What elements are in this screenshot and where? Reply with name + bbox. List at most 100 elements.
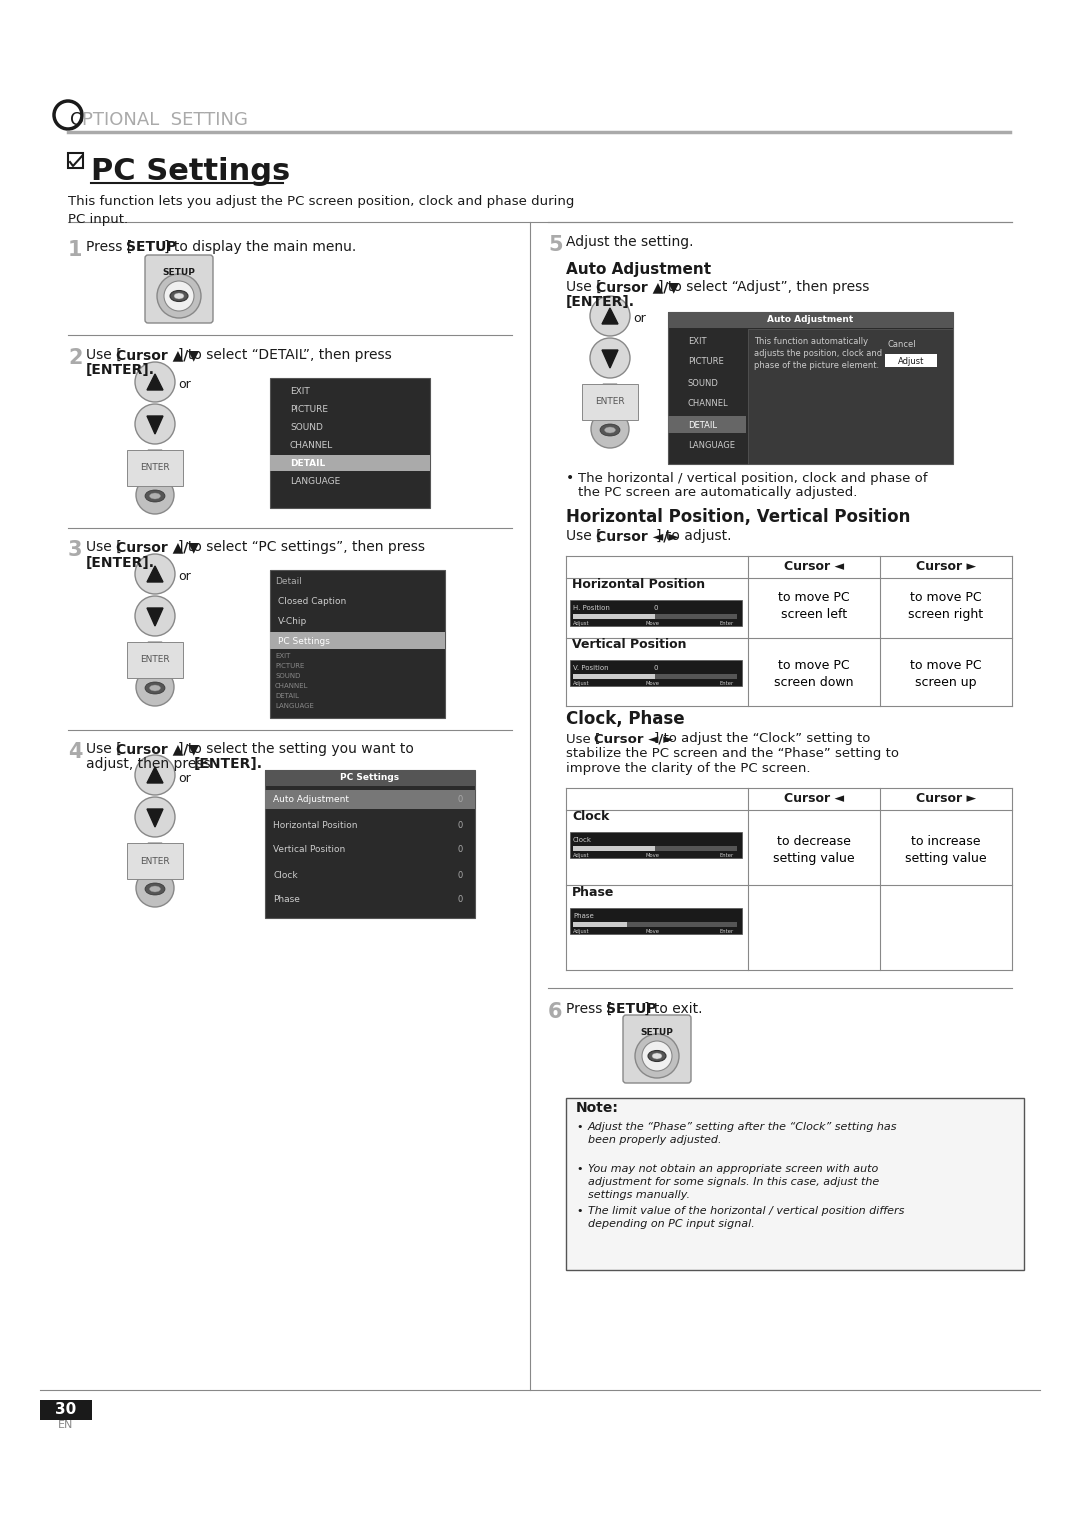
Text: Vertical Position: Vertical Position	[572, 639, 687, 651]
Text: 0: 0	[457, 821, 462, 830]
Text: to increase
setting value: to increase setting value	[905, 834, 987, 865]
Text: to move PC
screen left: to move PC screen left	[779, 591, 850, 620]
Text: Phase: Phase	[572, 886, 615, 898]
Bar	[265, 770, 475, 918]
Text: [ENTER].: [ENTER].	[86, 556, 156, 570]
Text: 0: 0	[457, 796, 462, 805]
Text: Auto Adjustment: Auto Adjustment	[768, 315, 853, 324]
Text: to move PC
screen down: to move PC screen down	[774, 659, 854, 689]
Text: Cursor ►: Cursor ►	[916, 793, 976, 805]
Text: The horizontal / vertical position, clock and phase of: The horizontal / vertical position, cloc…	[578, 472, 928, 484]
Bar	[570, 833, 742, 859]
Text: Horizontal Position: Horizontal Position	[273, 821, 357, 830]
Ellipse shape	[145, 490, 165, 503]
Ellipse shape	[149, 494, 161, 500]
Polygon shape	[147, 808, 163, 827]
Bar	[573, 674, 654, 678]
Ellipse shape	[174, 293, 184, 299]
Text: to move PC
screen up: to move PC screen up	[910, 659, 982, 689]
Circle shape	[135, 362, 175, 402]
Text: SOUND: SOUND	[291, 423, 323, 431]
Text: PC Settings: PC Settings	[340, 773, 400, 782]
Text: Cursor ◄/►: Cursor ◄/►	[594, 732, 674, 746]
Bar	[573, 614, 737, 619]
Ellipse shape	[605, 426, 616, 432]
Bar	[570, 908, 742, 934]
Text: ] to select “Adjust”, then press: ] to select “Adjust”, then press	[658, 280, 869, 293]
Ellipse shape	[170, 290, 188, 301]
Text: ] to select the setting you want to: ] to select the setting you want to	[178, 743, 414, 756]
Text: Horizontal Position: Horizontal Position	[572, 578, 705, 591]
Text: to move PC
screen right: to move PC screen right	[908, 591, 984, 620]
Bar	[669, 312, 953, 465]
Text: Clock, Phase: Clock, Phase	[566, 711, 685, 727]
Circle shape	[136, 668, 174, 706]
Text: ] to adjust.: ] to adjust.	[656, 529, 731, 542]
Text: The limit value of the horizontal / vertical position differs: The limit value of the horizontal / vert…	[588, 1206, 904, 1216]
Text: 1: 1	[68, 240, 82, 260]
Text: or: or	[178, 379, 191, 391]
Bar	[573, 921, 627, 927]
Bar	[270, 570, 445, 718]
Bar	[40, 1400, 92, 1420]
Text: H. Position: H. Position	[573, 605, 610, 611]
Text: EXIT: EXIT	[291, 387, 310, 396]
Text: This function automatically
adjusts the position, clock and
phase of the picture: This function automatically adjusts the …	[754, 338, 882, 370]
Ellipse shape	[145, 883, 165, 895]
Text: Auto Adjustment: Auto Adjustment	[566, 261, 711, 277]
Text: Adjust: Adjust	[573, 853, 590, 859]
Text: [ENTER].: [ENTER].	[86, 364, 156, 377]
Polygon shape	[148, 642, 162, 652]
Text: the PC screen are automatically adjusted.: the PC screen are automatically adjusted…	[578, 486, 858, 500]
Text: V-Chip: V-Chip	[278, 616, 307, 625]
Circle shape	[157, 274, 201, 318]
Text: 0: 0	[457, 895, 462, 905]
Text: This function lets you adjust the PC screen position, clock and phase during
PC : This function lets you adjust the PC scr…	[68, 196, 575, 226]
Bar	[566, 1099, 1024, 1270]
Polygon shape	[602, 309, 618, 324]
Text: adjustment for some signals. In this case, adjust the: adjustment for some signals. In this cas…	[588, 1177, 879, 1187]
Text: 3: 3	[68, 539, 82, 559]
Text: Adjust: Adjust	[573, 929, 590, 934]
Text: ENTER: ENTER	[595, 397, 625, 406]
Text: Press [: Press [	[566, 1002, 612, 1016]
Text: LANGUAGE: LANGUAGE	[688, 442, 735, 451]
Text: PC Settings: PC Settings	[278, 637, 329, 645]
Text: or: or	[178, 772, 191, 784]
Text: been properly adjusted.: been properly adjusted.	[588, 1135, 721, 1144]
Text: Move: Move	[646, 853, 660, 859]
Bar	[265, 790, 475, 808]
Bar	[669, 312, 953, 329]
Text: •: •	[566, 471, 575, 484]
Text: [ENTER].: [ENTER].	[194, 756, 264, 772]
Circle shape	[164, 281, 194, 312]
Circle shape	[135, 596, 175, 636]
Polygon shape	[147, 608, 163, 626]
Circle shape	[590, 296, 630, 336]
Text: Move: Move	[646, 620, 660, 626]
Text: Use [: Use [	[566, 732, 600, 746]
Text: Clock: Clock	[573, 837, 592, 843]
Text: DETAIL: DETAIL	[291, 458, 325, 468]
Text: Use [: Use [	[566, 280, 602, 293]
Text: CHANNEL: CHANNEL	[275, 683, 309, 689]
Text: Cursor ▲/▼: Cursor ▲/▼	[596, 280, 679, 293]
Polygon shape	[147, 565, 163, 582]
Text: Auto Adjustment: Auto Adjustment	[273, 796, 349, 805]
Text: •: •	[576, 1206, 582, 1216]
Bar	[570, 660, 742, 686]
Text: Cursor ▲/▼: Cursor ▲/▼	[116, 348, 199, 362]
Text: LANGUAGE: LANGUAGE	[291, 477, 340, 486]
Text: ] to select “DETAIL”, then press: ] to select “DETAIL”, then press	[178, 348, 392, 362]
Ellipse shape	[648, 1051, 666, 1062]
Bar	[570, 601, 742, 626]
Text: Detail: Detail	[275, 578, 302, 587]
Bar	[573, 847, 654, 851]
Text: SETUP: SETUP	[606, 1002, 657, 1016]
Text: or: or	[634, 313, 646, 325]
Text: Phase: Phase	[273, 895, 300, 905]
Text: Cursor ▲/▼: Cursor ▲/▼	[116, 539, 199, 555]
Text: Clock: Clock	[572, 810, 609, 824]
Bar	[573, 674, 737, 678]
Text: DETAIL: DETAIL	[688, 420, 717, 429]
